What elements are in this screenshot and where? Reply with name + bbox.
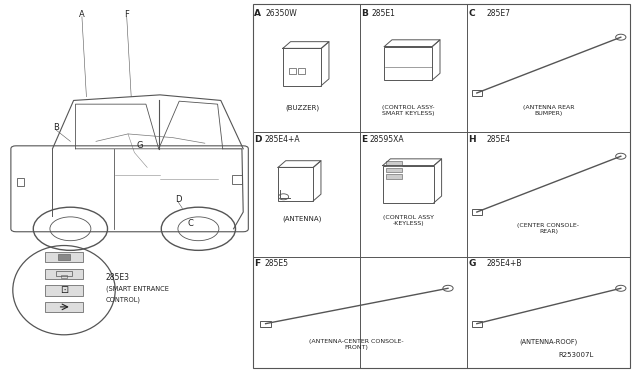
Circle shape [616, 285, 626, 291]
Text: D: D [175, 195, 181, 203]
Text: (ANTENNA-CENTER CONSOLE-
FRONT): (ANTENNA-CENTER CONSOLE- FRONT) [309, 339, 404, 350]
Text: (CONTROL ASSY-
SMART KEYLESS): (CONTROL ASSY- SMART KEYLESS) [382, 105, 435, 116]
Bar [56, 271, 72, 276]
Text: E: E [362, 135, 368, 144]
Text: B: B [53, 123, 60, 132]
Bar [385, 46, 433, 80]
Bar [260, 321, 271, 327]
Text: (CENTER CONSOLE-
REAR): (CENTER CONSOLE- REAR) [518, 223, 579, 234]
Text: (BUZZER): (BUZZER) [285, 105, 319, 111]
Text: 285E7: 285E7 [486, 9, 511, 18]
Text: CONTROL): CONTROL) [106, 296, 141, 303]
Text: F: F [254, 259, 260, 267]
Text: (CONTROL ASSY
-KEYLESS): (CONTROL ASSY -KEYLESS) [383, 215, 434, 226]
Bar [386, 161, 402, 166]
Text: R253007L: R253007L [558, 352, 594, 357]
Text: D: D [254, 135, 262, 144]
Text: H: H [468, 135, 476, 144]
Bar [45, 302, 83, 312]
Circle shape [616, 34, 626, 40]
Text: F: F [124, 10, 129, 19]
Bar [289, 68, 296, 74]
Bar [386, 174, 402, 179]
Bar [383, 166, 434, 203]
Text: B: B [362, 9, 369, 18]
Bar [45, 285, 83, 296]
Text: (ANTENNA REAR
BUMPER): (ANTENNA REAR BUMPER) [523, 105, 574, 116]
Bar [58, 254, 70, 260]
Bar [45, 269, 83, 279]
Circle shape [443, 285, 453, 291]
Bar [472, 321, 482, 327]
Text: A: A [79, 10, 84, 19]
Text: G: G [468, 259, 476, 267]
Text: A: A [254, 9, 261, 18]
Bar [283, 48, 321, 86]
Text: 285E4+A: 285E4+A [264, 135, 300, 144]
Text: 26350W: 26350W [266, 9, 298, 18]
Bar [232, 175, 242, 184]
Text: 285E1: 285E1 [371, 9, 395, 18]
Bar [17, 178, 24, 186]
Bar [61, 275, 67, 278]
Bar [386, 168, 402, 172]
Bar [472, 90, 482, 96]
Text: G: G [136, 141, 143, 150]
Bar [278, 167, 314, 201]
Text: 28595XA: 28595XA [370, 135, 404, 144]
Text: (ANTENNA-ROOF): (ANTENNA-ROOF) [519, 339, 578, 345]
Text: C: C [468, 9, 475, 18]
Text: 285E4: 285E4 [486, 135, 511, 144]
Bar [45, 252, 83, 262]
Circle shape [616, 153, 626, 159]
Text: (ANTENNA): (ANTENNA) [282, 215, 322, 221]
Text: (SMART ENTRANCE: (SMART ENTRANCE [106, 285, 168, 292]
Bar [472, 209, 482, 215]
Bar [298, 68, 305, 74]
Text: 285E4+B: 285E4+B [486, 259, 522, 267]
Text: ⊡: ⊡ [60, 285, 68, 295]
Text: C: C [188, 219, 194, 228]
Text: 285E5: 285E5 [264, 259, 288, 267]
Text: 285E3: 285E3 [106, 273, 130, 282]
Bar [253, 4, 630, 368]
